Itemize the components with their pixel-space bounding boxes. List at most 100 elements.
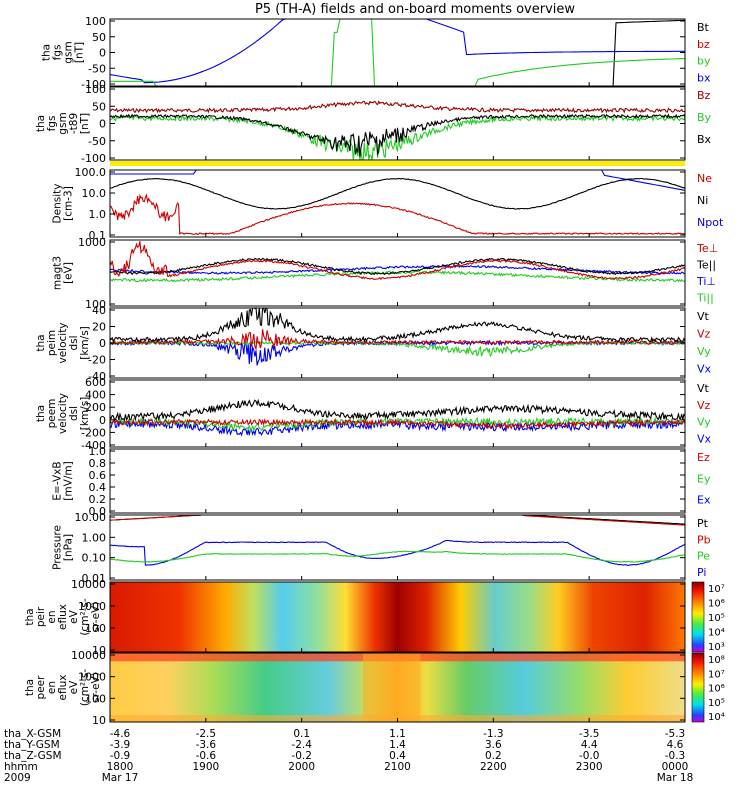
- legend-vz: Vz: [697, 399, 711, 412]
- y-label-line: Pressure: [52, 525, 64, 570]
- y-label-line: tha: [24, 608, 36, 625]
- y-tick-label: 0.0: [89, 505, 107, 518]
- y-label-line: peim: [46, 330, 58, 356]
- electron-spectrogram-colorbar: [691, 652, 705, 723]
- y-label-line: fgs: [52, 45, 64, 61]
- y-label-line: (cm²-s-: [79, 669, 91, 707]
- y-tick-label: 100.0: [75, 166, 107, 179]
- y-tick-label: 100: [85, 83, 106, 96]
- y-tick-label: 400: [85, 389, 106, 402]
- panel-efield: 1.00.80.60.40.20.0 E=-VxB [mV/m] Ez Ey Ex: [52, 445, 711, 518]
- colorbar-label: 10⁶: [708, 599, 725, 610]
- x-tick-y: 3.6: [485, 739, 502, 751]
- x-tick-hhmm: 1900: [192, 761, 219, 773]
- y-tick-label: -200: [81, 426, 106, 439]
- fgs-t89-ylabel: tha fgs gsm -t89 [nT]: [35, 112, 91, 134]
- y-tick-label: 100: [85, 622, 106, 635]
- legend-vy: Vy: [697, 416, 711, 429]
- y-label-line: [km/s]: [79, 397, 91, 431]
- y-label-line: sr-eV): [90, 602, 102, 633]
- y-tick-label: 0.8: [89, 457, 107, 470]
- x-tick-date: Mar 17: [102, 772, 139, 784]
- peem-velocity-series-2: [109, 417, 686, 430]
- y-tick-label: 50: [92, 31, 106, 44]
- ion-spectrogram-colorbar: [691, 581, 705, 653]
- density-series-1: [109, 177, 686, 210]
- y-label-line: tha: [24, 679, 36, 696]
- ion-spectrogram-ylabel: tha peir en eflux eV (cm²-s-sr-eV): [24, 598, 102, 636]
- x-axis-row-label: 2009: [4, 772, 31, 784]
- density-series-2: [109, 193, 686, 236]
- y-label-line: eflux: [57, 675, 69, 701]
- figure-title: P5 (TH-A) fields and on-board moments ov…: [255, 2, 575, 17]
- ion-spectrogram-image: [110, 582, 685, 652]
- panel-ion-spectrogram: 10⁷ 10⁶ 10⁵ 10⁴ 10³ 10000 1000 100 10 tha peir en ef…: [24, 578, 725, 657]
- legend-vt: Vt: [697, 310, 710, 323]
- legend-vt: Vt: [697, 382, 710, 395]
- colorbar-label: 10⁷: [708, 584, 725, 595]
- electron-spectrogram-ylabel: tha peer en eflux eV (cm²-s-sr-eV): [24, 669, 102, 707]
- y-label-line: [cm-3]: [63, 186, 75, 221]
- x-tick-hhmm: 2100: [384, 761, 411, 773]
- y-tick-label: 0: [99, 47, 106, 60]
- pressure-series-2: [109, 539, 686, 566]
- x-tick-z: -0.3: [665, 750, 686, 762]
- y-label-line: [mV/m]: [63, 461, 75, 500]
- y-tick-label: 10: [92, 644, 106, 657]
- fgs-t89-series-1: [109, 114, 686, 161]
- y-label-line: Density: [52, 184, 64, 224]
- x-tick-x: -1.3: [483, 728, 504, 740]
- y-tick-label: 100: [85, 298, 106, 311]
- legend-bx: Bx: [697, 133, 712, 146]
- y-label-line: peem: [46, 399, 58, 429]
- y-label-line: dsl: [68, 406, 80, 421]
- y-tick-label: -50: [88, 135, 106, 148]
- x-axis-row-label: hhmm: [4, 761, 38, 773]
- y-tick-label: 0.10: [82, 552, 107, 565]
- y-tick-label: 100: [85, 15, 106, 28]
- peem-velocity-frame: [109, 379, 686, 448]
- legend-ne: Ne: [697, 172, 712, 185]
- x-axis-row-label: tha_Y-GSM: [4, 739, 60, 751]
- x-tick-x: -3.5: [579, 728, 600, 740]
- x-tick-z: 0.4: [389, 750, 406, 762]
- x-tick-x: -2.5: [196, 728, 217, 740]
- panel-pressure: 10.00 1.00 0.10 0.01 Pressure [nPa] Pt Pb Pe Pi: [52, 511, 711, 585]
- y-tick-label: 100: [85, 692, 106, 705]
- legend-pb: Pb: [697, 533, 711, 546]
- y-label-line: [nT]: [74, 42, 86, 63]
- legend-ex: Ex: [697, 494, 711, 507]
- peem-velocity-series-3: [109, 398, 686, 422]
- x-tick-hhmm: 2000: [288, 761, 315, 773]
- y-label-line: [km/s]: [79, 326, 91, 360]
- y-label-line: [nT]: [79, 113, 91, 134]
- fgs-frame: [109, 18, 686, 87]
- legend-bz: bz: [697, 38, 710, 51]
- legend-pe: Pe: [697, 550, 710, 563]
- y-label-line: fgs: [46, 116, 58, 132]
- legend-te⊥: Te⊥: [696, 242, 718, 255]
- y-label-line: en: [46, 681, 58, 694]
- y-label-line: E=-VxB: [52, 461, 64, 500]
- panel-fgs-t89: 100 50 0 -50 -100 tha fgs gsm -t89 [nT] Bz By Bx: [35, 83, 712, 165]
- y-label-line: tha: [41, 44, 53, 61]
- x-tick-y: -3.9: [110, 739, 131, 751]
- x-tick-x: -5.3: [665, 728, 686, 740]
- peem-velocity-series-0: [109, 418, 685, 437]
- y-tick-label: -50: [88, 62, 106, 75]
- y-tick-label: 0.1: [89, 229, 107, 242]
- colorbar-label: 10⁷: [708, 669, 725, 680]
- legend-vx: Vx: [697, 432, 712, 445]
- y-label-line: dsl: [68, 335, 80, 350]
- x-tick-date: Mar 18: [657, 772, 694, 784]
- y-tick-label: 10000: [71, 578, 106, 591]
- y-label-line: eV: [68, 680, 80, 694]
- fgs-series-1: [109, 18, 685, 84]
- y-tick-label: 1000: [78, 671, 106, 684]
- y-tick-label: -100: [81, 78, 106, 91]
- legend-te||: Te||: [696, 259, 716, 272]
- efield-ylabel: E=-VxB [mV/m]: [52, 461, 75, 500]
- legend-npot: Npot: [697, 216, 724, 229]
